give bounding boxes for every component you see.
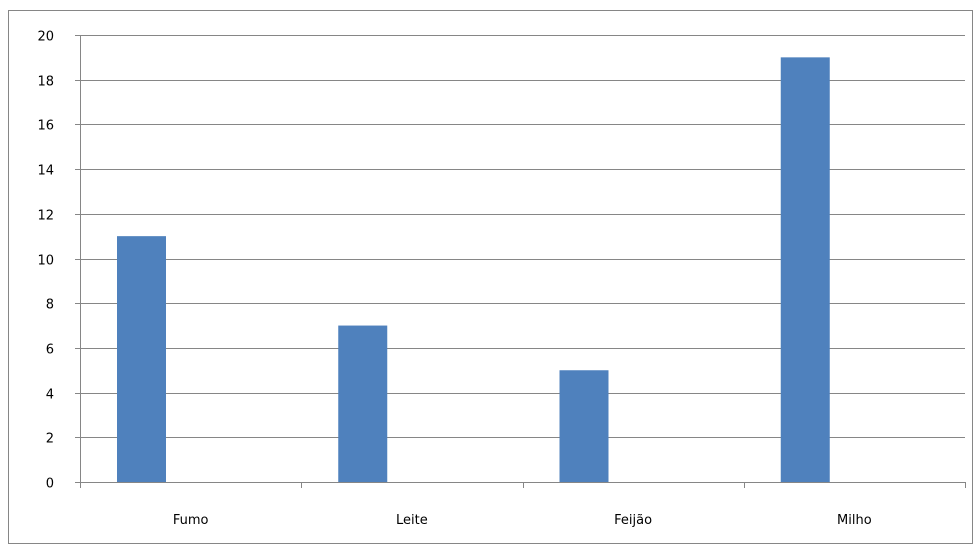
y-tick-label: 20 (37, 30, 54, 45)
bar-feijão (559, 370, 609, 482)
x-tick-label: Milho (837, 513, 872, 528)
y-tick-label: 2 (46, 432, 54, 447)
y-tick-label: 14 (37, 164, 54, 179)
y-tick-label: 12 (37, 209, 54, 224)
bars (117, 57, 830, 482)
y-tick-label: 8 (46, 298, 54, 313)
bar-leite (338, 325, 388, 482)
y-tick-label: 18 (37, 75, 54, 90)
y-tick-label: 4 (46, 388, 54, 403)
y-tick-label: 0 (46, 477, 54, 492)
y-tick-label: 16 (37, 119, 54, 134)
gridlines (80, 35, 965, 438)
x-tick-labels: Fumo Leite Feijão Milho (173, 513, 872, 528)
y-tick-label: 6 (46, 343, 54, 358)
x-tick-label: Leite (396, 513, 428, 528)
bar-fumo (117, 236, 166, 482)
axes (75, 35, 966, 488)
y-tick-labels: 0 2 4 6 8 10 12 14 16 18 20 (37, 30, 54, 492)
y-tick-label: 10 (37, 254, 54, 269)
x-tick-label: Fumo (173, 513, 209, 528)
bar-milho (780, 57, 830, 482)
x-tick-label: Feijão (614, 513, 652, 528)
